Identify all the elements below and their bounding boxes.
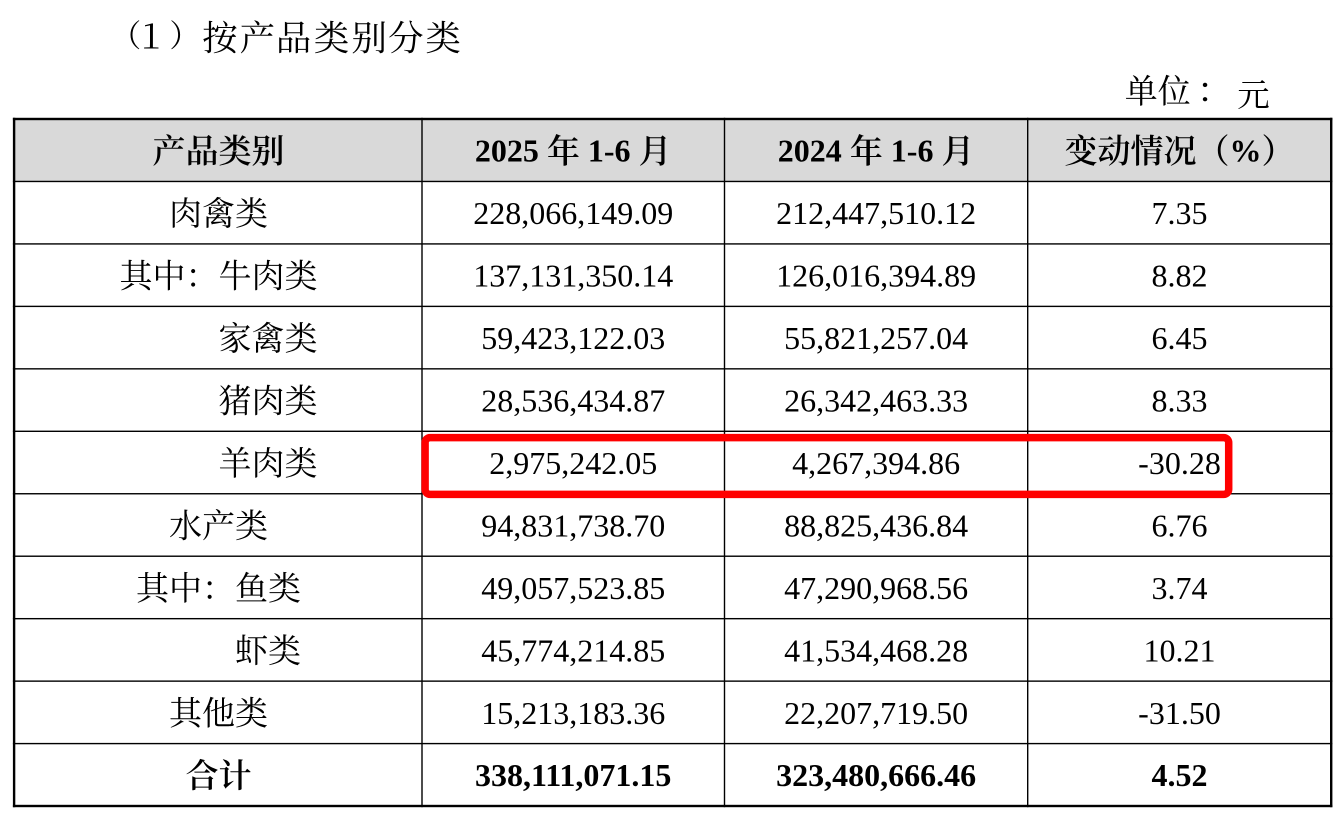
svg-text:126,016,394.89: 126,016,394.89 [776, 258, 976, 294]
svg-text:212,447,510.12: 212,447,510.12 [776, 195, 976, 231]
svg-text:94,831,738.70: 94,831,738.70 [481, 507, 665, 543]
svg-text:1-6: 1-6 [588, 133, 631, 169]
svg-text:338,111,071.15: 338,111,071.15 [475, 757, 671, 793]
svg-text:10.21: 10.21 [1144, 632, 1216, 668]
svg-text:323,480,666.46: 323,480,666.46 [776, 757, 976, 793]
svg-text:2,975,242.05: 2,975,242.05 [489, 445, 657, 481]
svg-text:7.35: 7.35 [1152, 195, 1208, 231]
svg-text:-31.50: -31.50 [1138, 695, 1221, 731]
svg-text:55,821,257.04: 55,821,257.04 [784, 320, 968, 356]
svg-text:4.52: 4.52 [1152, 757, 1208, 793]
svg-text:3.74: 3.74 [1152, 570, 1208, 606]
svg-text:8.33: 8.33 [1152, 383, 1208, 419]
svg-text:4,267,394.86: 4,267,394.86 [792, 445, 960, 481]
svg-text:2024: 2024 [778, 133, 842, 169]
svg-text:1-6: 1-6 [891, 133, 934, 169]
svg-text:41,534,468.28: 41,534,468.28 [784, 632, 968, 668]
svg-text:47,290,968.56: 47,290,968.56 [784, 570, 968, 606]
svg-text:49,057,523.85: 49,057,523.85 [481, 570, 665, 606]
svg-text:137,131,350.14: 137,131,350.14 [473, 258, 673, 294]
svg-text:6.45: 6.45 [1152, 320, 1208, 356]
svg-text:%: % [1230, 133, 1262, 169]
svg-text:2025: 2025 [475, 133, 539, 169]
svg-text:45,774,214.85: 45,774,214.85 [481, 632, 665, 668]
svg-text:22,207,719.50: 22,207,719.50 [784, 695, 968, 731]
svg-text:8.82: 8.82 [1152, 258, 1208, 294]
svg-text:228,066,149.09: 228,066,149.09 [473, 195, 673, 231]
svg-text:-30.28: -30.28 [1138, 445, 1221, 481]
svg-text:28,536,434.87: 28,536,434.87 [481, 383, 665, 419]
svg-text:59,423,122.03: 59,423,122.03 [481, 320, 665, 356]
svg-text:15,213,183.36: 15,213,183.36 [481, 695, 665, 731]
svg-text:26,342,463.33: 26,342,463.33 [784, 383, 968, 419]
svg-text:6.76: 6.76 [1152, 507, 1208, 543]
svg-text:88,825,436.84: 88,825,436.84 [784, 507, 968, 543]
